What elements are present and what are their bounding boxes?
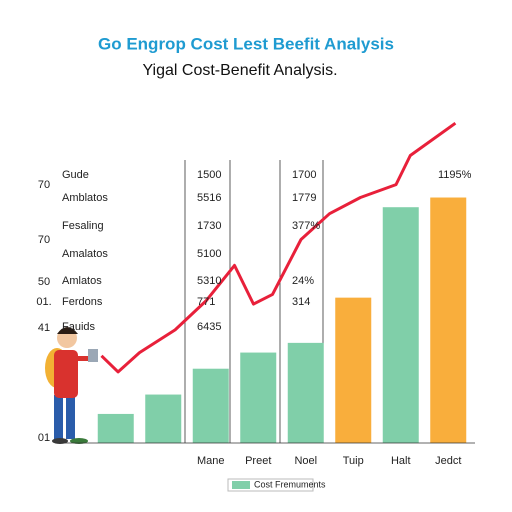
legend-label: Cost Fremuments xyxy=(254,479,326,489)
table-cell: Amlatos xyxy=(62,275,102,287)
table-cell: 1195% xyxy=(438,169,472,181)
table-cell: 5516 xyxy=(197,192,221,204)
table-cell: 314 xyxy=(292,296,310,308)
x-tick-label: Tuip xyxy=(343,455,364,467)
bar xyxy=(382,207,419,443)
chart-title: Go Engrop Cost Lest Beefit Analysis xyxy=(98,34,394,53)
axis-label: 41 xyxy=(38,322,50,334)
axis-label: 01 xyxy=(38,432,50,444)
axis-label: 50 xyxy=(38,276,50,288)
chart-subtitle: Yigal Cost-Benefit Analysis. xyxy=(142,62,337,79)
table-cell: Ferdons xyxy=(62,296,103,308)
bar xyxy=(335,297,372,443)
x-tick-label: Mane xyxy=(197,455,225,467)
axis-label: 01. xyxy=(36,296,51,308)
axis-label: 70 xyxy=(38,179,50,191)
axis-label: 70 xyxy=(38,234,50,246)
bar xyxy=(97,413,134,443)
table-cell: Amalatos xyxy=(62,248,108,260)
bar xyxy=(287,342,324,443)
table-cell: Gude xyxy=(62,169,89,181)
table-cell: 377% xyxy=(292,220,320,232)
person-illustration xyxy=(45,327,98,444)
table-cell: 1779 xyxy=(292,192,316,204)
table-cell: 6435 xyxy=(197,321,221,333)
legend-swatch xyxy=(232,481,250,489)
table-cell: 771 xyxy=(197,296,215,308)
table-cell: 5100 xyxy=(197,248,221,260)
table-cell: 24% xyxy=(292,275,314,287)
table-cell: 5310 xyxy=(197,275,221,287)
table-cell: 1730 xyxy=(197,220,221,232)
table-cell: Fauids xyxy=(62,321,96,333)
x-tick-label: Jedct xyxy=(435,455,461,467)
table-cell: Amblatos xyxy=(62,192,108,204)
bar xyxy=(430,197,467,443)
table-cell: Fesaling xyxy=(62,220,104,232)
trend-line xyxy=(100,121,457,374)
x-tick-label: Noel xyxy=(294,455,317,467)
x-tick-label: Halt xyxy=(391,455,411,467)
x-tick-label: Preet xyxy=(245,455,271,467)
legend-box xyxy=(227,478,314,492)
bar xyxy=(145,394,182,443)
table-cell: 1500 xyxy=(197,169,221,181)
bar xyxy=(240,352,277,443)
bar xyxy=(192,368,229,443)
table-cell: 1700 xyxy=(292,169,316,181)
